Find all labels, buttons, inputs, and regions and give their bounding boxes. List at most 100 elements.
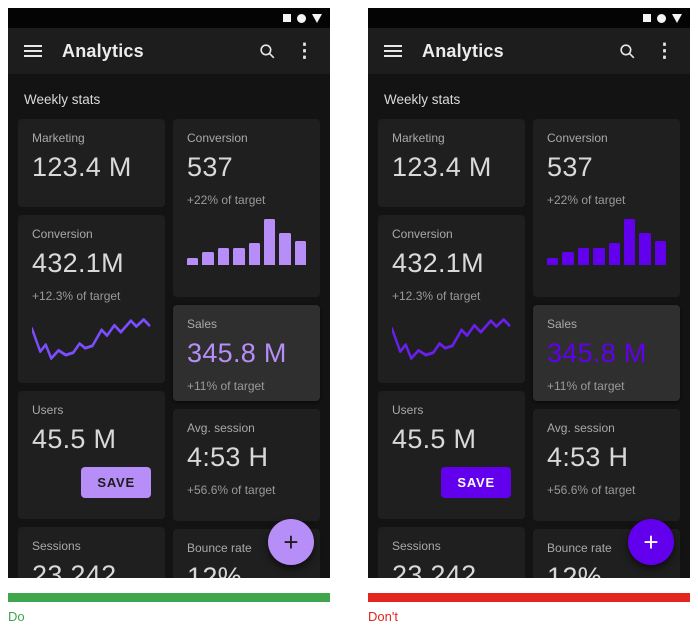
app-title: Analytics — [62, 40, 144, 61]
wifi-icon — [297, 13, 306, 23]
bar — [562, 252, 574, 265]
overflow-menu-icon[interactable]: ⋮ — [295, 40, 314, 62]
card-value: 123.4 M — [32, 152, 132, 182]
do-label: Do — [8, 609, 25, 624]
right-column: Conversion 537 +22% of target Sales 345.… — [533, 119, 680, 578]
left-column: Marketing 123.4 M Conversion 432.1M +12.… — [378, 119, 525, 578]
phone-screen: Analytics ⋮ Weekly stats Marketing 123.4… — [368, 8, 690, 578]
card-label: Sessions — [392, 539, 441, 553]
card-label: Bounce rate — [547, 541, 612, 555]
bar — [294, 241, 306, 265]
menu-icon[interactable] — [384, 45, 402, 57]
search-icon[interactable] — [258, 42, 277, 61]
card-sessions: Sessions 23,242 — [378, 527, 525, 578]
bar-chart — [187, 219, 306, 265]
fab-add-button[interactable]: + — [628, 519, 674, 565]
card-marketing: Marketing 123.4 M — [18, 119, 165, 207]
card-label: Marketing — [32, 131, 85, 145]
wifi-icon — [657, 13, 666, 23]
card-sales: Sales 345.8 M +11% of target — [173, 305, 320, 401]
card-conversion-line: Conversion 432.1M +12.3% of target — [378, 215, 525, 383]
card-value: 432.1M — [32, 248, 124, 278]
bar — [279, 232, 291, 265]
card-value: 4:53 H — [547, 442, 629, 472]
bar — [217, 247, 230, 265]
search-icon[interactable] — [618, 42, 637, 61]
card-users: Users 45.5 M SAVE — [378, 391, 525, 519]
card-users: Users 45.5 M SAVE — [18, 391, 165, 519]
save-row: SAVE — [32, 467, 151, 498]
bar — [248, 242, 260, 265]
line-chart — [32, 318, 151, 360]
bar — [263, 219, 276, 265]
fab-add-button[interactable]: + — [268, 519, 314, 565]
card-label: Conversion — [392, 227, 453, 241]
phone-screen: Analytics ⋮ Weekly stats Marketing 123.4… — [8, 8, 330, 578]
bar — [187, 258, 199, 265]
app-title: Analytics — [422, 40, 504, 61]
bar — [639, 232, 651, 265]
bar — [547, 258, 559, 265]
card-avg-session: Avg. session 4:53 H +56.6% of target — [173, 409, 320, 521]
card-value: 12% — [187, 562, 242, 578]
bar — [577, 247, 590, 265]
card-label: Bounce rate — [187, 541, 252, 555]
right-column: Conversion 537 +22% of target Sales 345.… — [173, 119, 320, 578]
card-conversion-bars: Conversion 537 +22% of target — [533, 119, 680, 297]
plus-icon: + — [643, 526, 659, 557]
card-delta: +56.6% of target — [187, 483, 276, 497]
status-bar — [8, 8, 330, 28]
card-delta: +22% of target — [547, 193, 626, 207]
save-row: SAVE — [392, 467, 511, 498]
save-button[interactable]: SAVE — [81, 467, 151, 498]
battery-icon — [312, 13, 322, 23]
card-label: Avg. session — [547, 421, 615, 435]
bar — [202, 252, 214, 265]
menu-icon[interactable] — [24, 45, 42, 57]
card-value: 123.4 M — [392, 152, 492, 182]
save-button[interactable]: SAVE — [441, 467, 511, 498]
bar — [654, 241, 666, 265]
card-label: Sales — [187, 317, 218, 331]
card-delta: +56.6% of target — [547, 483, 636, 497]
card-label: Users — [32, 403, 64, 417]
do-panel: Analytics ⋮ Weekly stats Marketing 123.4… — [8, 8, 330, 624]
app-bar: Analytics ⋮ — [8, 28, 330, 74]
bar — [593, 247, 605, 265]
card-conversion-line: Conversion 432.1M +12.3% of target — [18, 215, 165, 383]
card-sales: Sales 345.8 M +11% of target — [533, 305, 680, 401]
bar — [233, 247, 245, 265]
card-label: Conversion — [187, 131, 248, 145]
dont-panel: Analytics ⋮ Weekly stats Marketing 123.4… — [368, 8, 690, 624]
card-label: Conversion — [32, 227, 93, 241]
signal-icon — [283, 14, 291, 22]
card-value: 45.5 M — [392, 424, 477, 454]
card-value: 537 — [547, 152, 593, 182]
card-value: 12% — [547, 562, 602, 578]
card-delta: +22% of target — [187, 193, 266, 207]
card-conversion-bars: Conversion 537 +22% of target — [173, 119, 320, 297]
card-value: 23,242 — [392, 560, 477, 578]
card-avg-session: Avg. session 4:53 H +56.6% of target — [533, 409, 680, 521]
card-sessions: Sessions 23,242 — [18, 527, 165, 578]
dont-indicator-bar — [368, 593, 690, 602]
card-delta: +11% of target — [547, 379, 625, 393]
card-label: Conversion — [547, 131, 608, 145]
bar — [623, 219, 636, 265]
card-delta: +11% of target — [187, 379, 265, 393]
line-chart — [392, 318, 511, 360]
card-value: 45.5 M — [32, 424, 117, 454]
card-label: Marketing — [392, 131, 445, 145]
left-column: Marketing 123.4 M Conversion 432.1M +12.… — [18, 119, 165, 578]
bar-chart — [547, 219, 666, 265]
section-title: Weekly stats — [24, 92, 101, 107]
card-delta: +12.3% of target — [392, 289, 481, 303]
stats-grid: Marketing 123.4 M Conversion 432.1M +12.… — [8, 119, 330, 578]
stats-grid: Marketing 123.4 M Conversion 432.1M +12.… — [368, 119, 690, 578]
overflow-menu-icon[interactable]: ⋮ — [655, 40, 674, 62]
card-marketing: Marketing 123.4 M — [378, 119, 525, 207]
plus-icon: + — [283, 526, 299, 557]
card-value: 432.1M — [392, 248, 484, 278]
section-title: Weekly stats — [384, 92, 461, 107]
